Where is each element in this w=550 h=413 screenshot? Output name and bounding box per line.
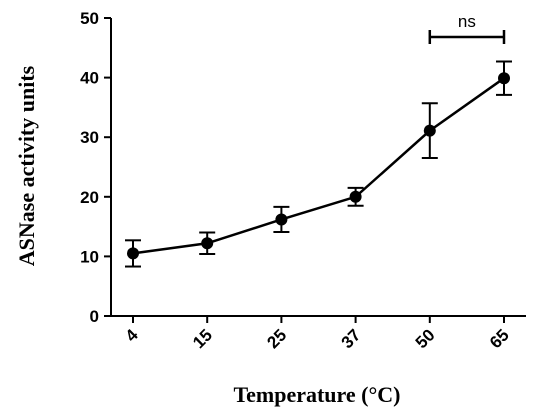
x-tick-label: 25 [263,325,290,352]
x-tick-label: 65 [486,325,513,352]
y-tick-label: 20 [80,188,99,207]
x-axis-title: Temperature (°C) [233,382,400,407]
data-point [201,237,214,250]
x-tick-label: 15 [189,325,216,352]
y-tick-label: 10 [80,247,99,266]
plot-area: 0 10 20 30 40 50 4 15 25 37 50 65 ns [80,9,526,352]
y-tick-label: 50 [80,9,99,28]
y-tick-label: 0 [90,307,99,326]
y-tick-label: 40 [80,69,99,88]
data-point [275,213,288,226]
x-tick-label: 50 [412,325,439,352]
data-point [423,124,436,137]
x-tick-label: 37 [338,325,365,352]
y-tick-label: 30 [80,128,99,147]
data-point [127,247,139,260]
series-line [132,77,505,255]
data-point [498,72,510,85]
y-axis-title: ASNase activity units [14,65,39,266]
data-point [349,190,362,203]
x-tick-label: 4 [122,325,143,346]
significance-label: ns [458,12,476,31]
